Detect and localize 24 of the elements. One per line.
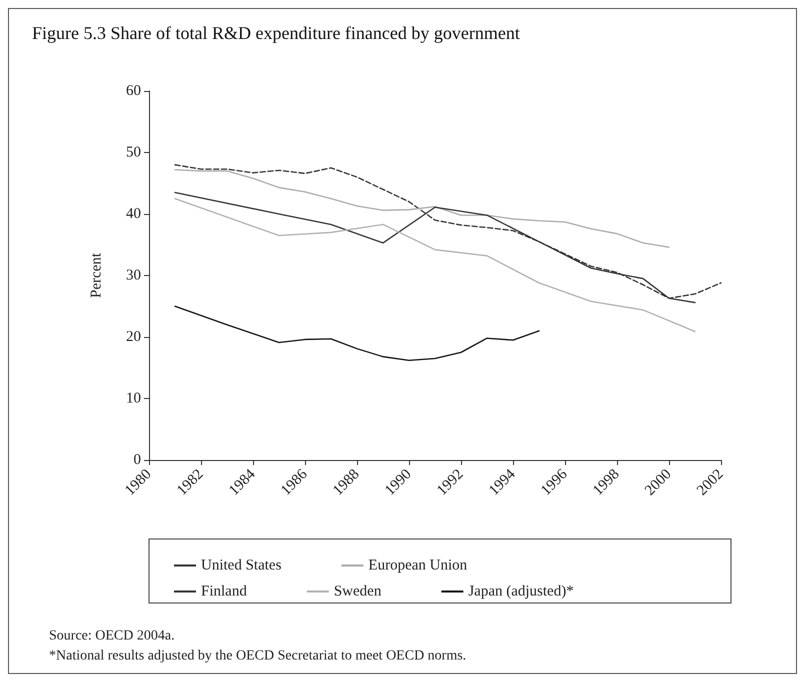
y-tick-label: 40	[126, 206, 141, 222]
x-tick-label: 1982	[174, 466, 207, 499]
y-tick-label: 10	[126, 390, 141, 406]
y-tick-label: 60	[126, 83, 141, 99]
legend-label: European Union	[368, 558, 468, 574]
x-tick-label: 1980	[122, 466, 155, 499]
line-series	[174, 169, 670, 248]
chart-title: Figure 5.3 Share of total R&D expenditure financed by government	[32, 23, 520, 43]
legend-label: Japan (adjusted)*	[468, 584, 574, 600]
x-tick-label: 1990	[382, 466, 415, 499]
x-tick-label: 1992	[434, 466, 467, 499]
y-tick-label: 20	[126, 329, 141, 345]
legend-label: Finland	[201, 584, 248, 600]
source-note: Source: OECD 2004a.	[49, 628, 175, 644]
y-tick-label: 30	[126, 268, 141, 284]
legend-label: United States	[201, 558, 282, 574]
line-series	[174, 198, 696, 332]
line-series	[174, 306, 540, 362]
y-axis-title: Percent	[88, 252, 104, 298]
legend-label: Sweden	[334, 584, 382, 600]
y-tick-label: 0	[134, 452, 141, 468]
text: *National results adjusted by the OECD Secretariat to meet OECD norms.	[49, 648, 466, 664]
line-series	[174, 164, 722, 299]
y-tick-label: 50	[126, 144, 141, 160]
